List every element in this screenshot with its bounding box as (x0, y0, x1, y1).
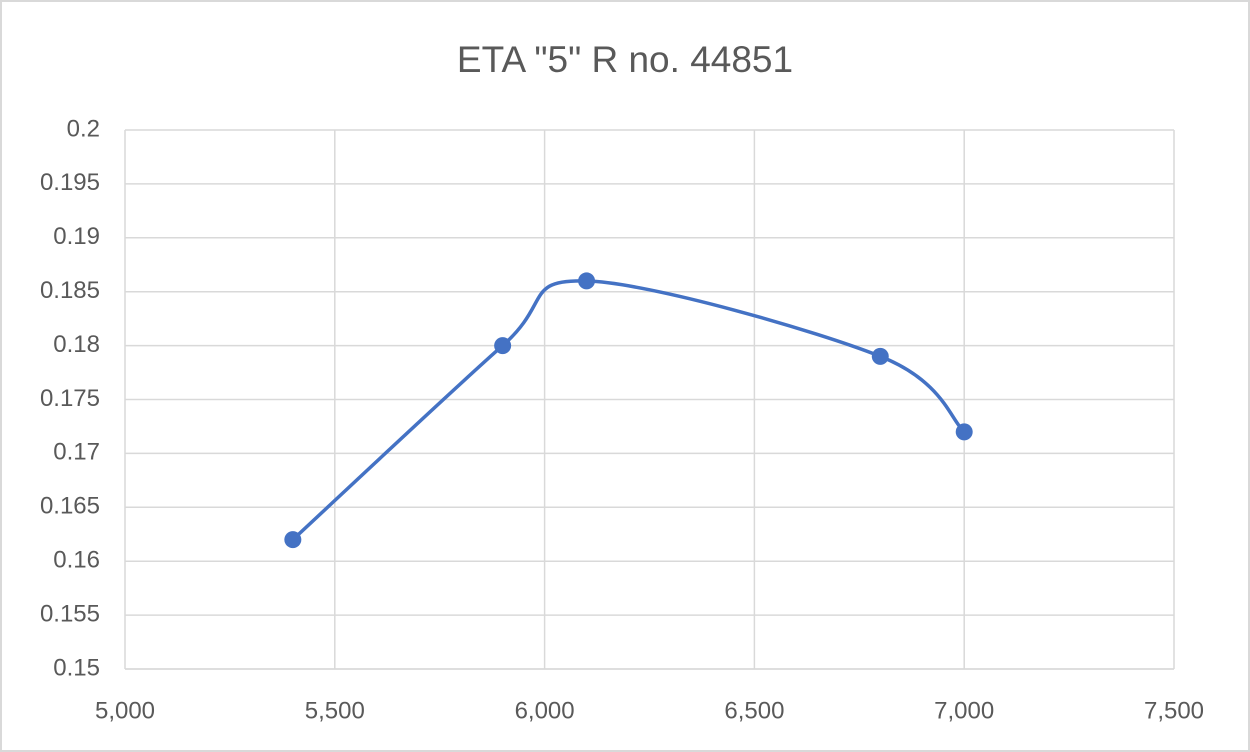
data-point (871, 347, 889, 365)
data-point (955, 423, 973, 441)
y-tick-label: 0.2 (67, 115, 100, 142)
x-tick-label: 7,500 (1144, 697, 1204, 724)
y-tick-label: 0.175 (40, 385, 100, 412)
y-tick-label: 0.195 (40, 169, 100, 196)
x-tick-label: 5,500 (305, 697, 365, 724)
y-tick-label: 0.19 (53, 223, 100, 250)
x-tick-label: 6,000 (515, 697, 575, 724)
y-tick-label: 0.185 (40, 277, 100, 304)
data-point (284, 531, 302, 549)
x-tick-label: 5,000 (95, 697, 155, 724)
y-tick-label: 0.165 (40, 493, 100, 520)
data-point (494, 337, 512, 355)
y-tick-label: 0.155 (40, 600, 100, 627)
data-point (578, 272, 596, 290)
chart-title: ETA "5" R no. 44851 (457, 39, 793, 80)
y-tick-label: 0.17 (53, 439, 100, 466)
y-tick-label: 0.16 (53, 547, 100, 574)
x-tick-label: 7,000 (934, 697, 994, 724)
y-tick-label: 0.18 (53, 331, 100, 358)
x-tick-label: 6,500 (724, 697, 784, 724)
y-tick-label: 0.15 (53, 654, 100, 681)
